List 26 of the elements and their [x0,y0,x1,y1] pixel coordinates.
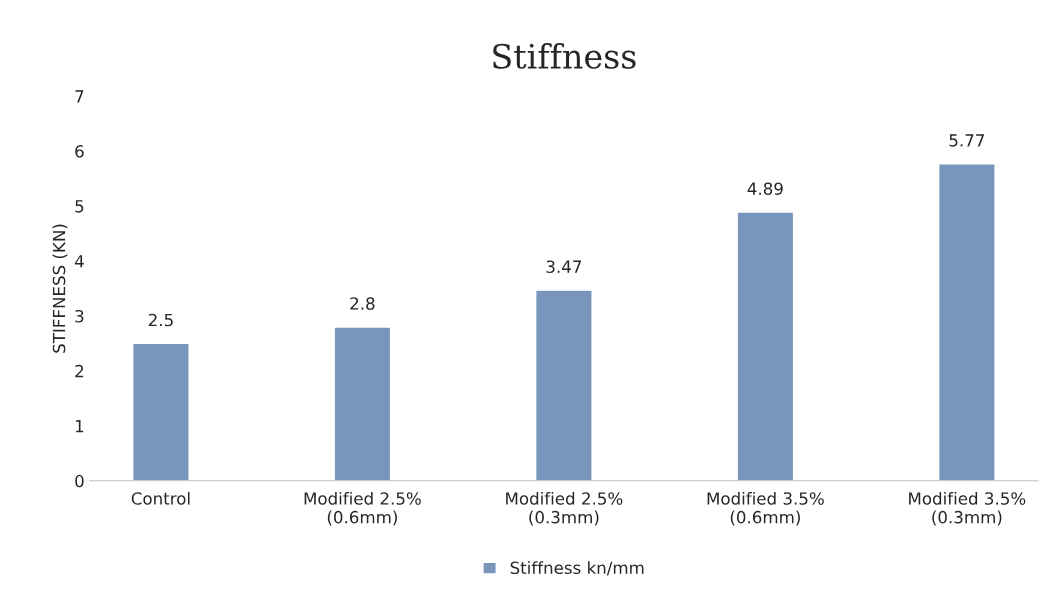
y-tick-label: 7 [75,90,84,103]
y-tick-label: 4 [74,255,84,268]
x-tick-label: Control [131,491,190,505]
chart-title: Stiffness [493,43,636,69]
legend-label: Stiffness kn/mm [510,561,644,576]
y-tick-label: 5 [75,200,84,213]
y-tick-label: 3 [75,309,84,323]
bar [333,326,392,481]
y-axis-title: STIFFNESS (KN) [52,224,68,353]
y-tick-label: 0 [75,474,84,488]
x-tick-label: Modified 2.5% (0.3mm) [506,491,623,526]
x-tick-label: Modified 3.5% (0.6mm) [707,491,824,526]
data-label: 2.8 [350,297,375,310]
data-label: 3.47 [546,260,582,274]
bar [534,289,593,481]
data-label: 4.89 [747,182,783,195]
y-tick-label: 6 [75,145,84,158]
data-label: 5.77 [949,134,984,147]
bar [937,163,996,481]
bar [736,211,795,481]
bar [132,342,190,481]
y-tick-label: 1 [75,420,84,433]
x-tick-label: Modified 2.5% (0.6mm) [304,491,421,526]
x-tick-label: Modified 3.5% (0.3mm) [909,491,1026,526]
data-label: 2.5 [148,313,173,327]
y-tick-label: 2 [75,364,84,378]
